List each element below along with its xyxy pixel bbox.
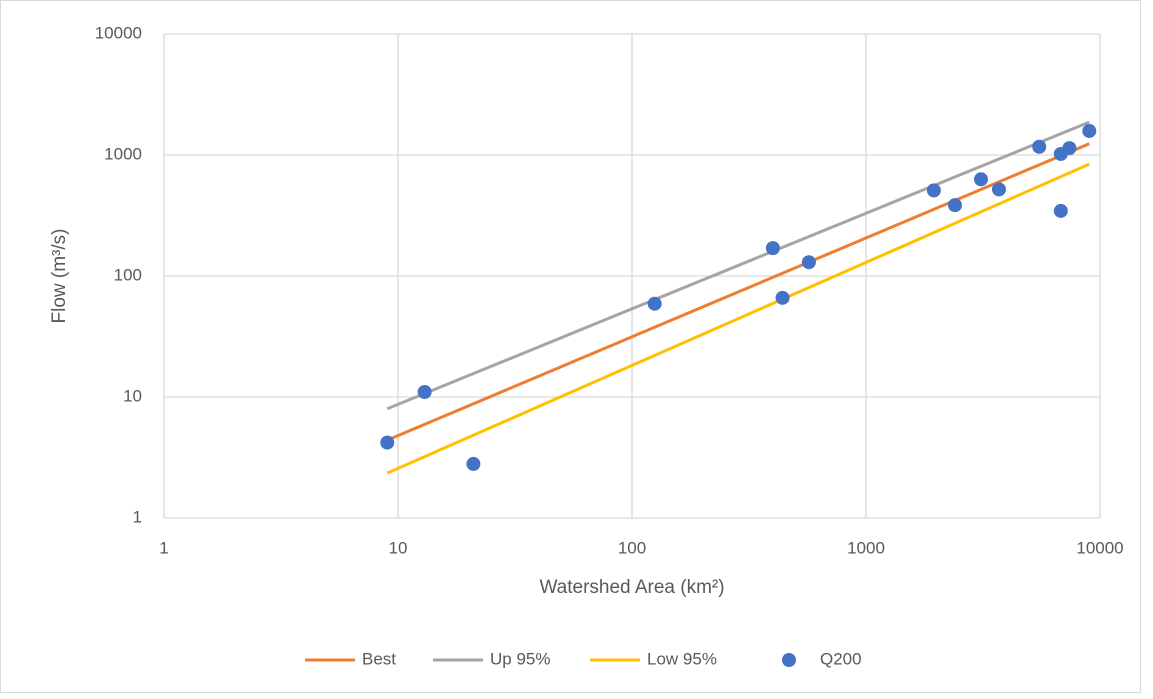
legend-label: Q200 (820, 649, 862, 668)
data-point (1032, 139, 1047, 154)
data-point (765, 241, 780, 256)
x-tick-label: 10 (389, 538, 408, 557)
data-point (801, 255, 816, 270)
legend-label: Up 95% (490, 649, 550, 668)
data-point (775, 290, 790, 305)
data-point (1082, 123, 1097, 138)
data-point (926, 183, 941, 198)
data-point (1062, 141, 1077, 156)
x-tick-label: 100 (618, 538, 646, 557)
data-point (1053, 203, 1068, 218)
data-point (647, 296, 662, 311)
legend-swatch (782, 653, 796, 667)
series-line (386, 120, 1090, 411)
y-tick-label: 10000 (95, 23, 142, 42)
data-point (991, 182, 1006, 197)
y-tick-label: 1 (133, 507, 142, 526)
y-tick-label: 100 (114, 265, 142, 284)
data-point (947, 198, 962, 213)
series-line (386, 142, 1090, 442)
legend-label: Best (362, 649, 396, 668)
x-axis-label: Watershed Area (km²) (539, 577, 724, 598)
data-point (973, 172, 988, 187)
y-tick-label: 1000 (104, 144, 142, 163)
x-tick-label: 1 (159, 538, 168, 557)
y-axis-label: Flow (m³/s) (49, 229, 70, 324)
data-point (380, 435, 395, 450)
x-tick-label: 1000 (847, 538, 885, 557)
series-line (386, 162, 1090, 475)
legend-label: Low 95% (647, 649, 717, 668)
data-point (417, 384, 432, 399)
data-point (466, 456, 481, 471)
x-tick-label: 10000 (1076, 538, 1123, 557)
y-tick-label: 10 (123, 386, 142, 405)
